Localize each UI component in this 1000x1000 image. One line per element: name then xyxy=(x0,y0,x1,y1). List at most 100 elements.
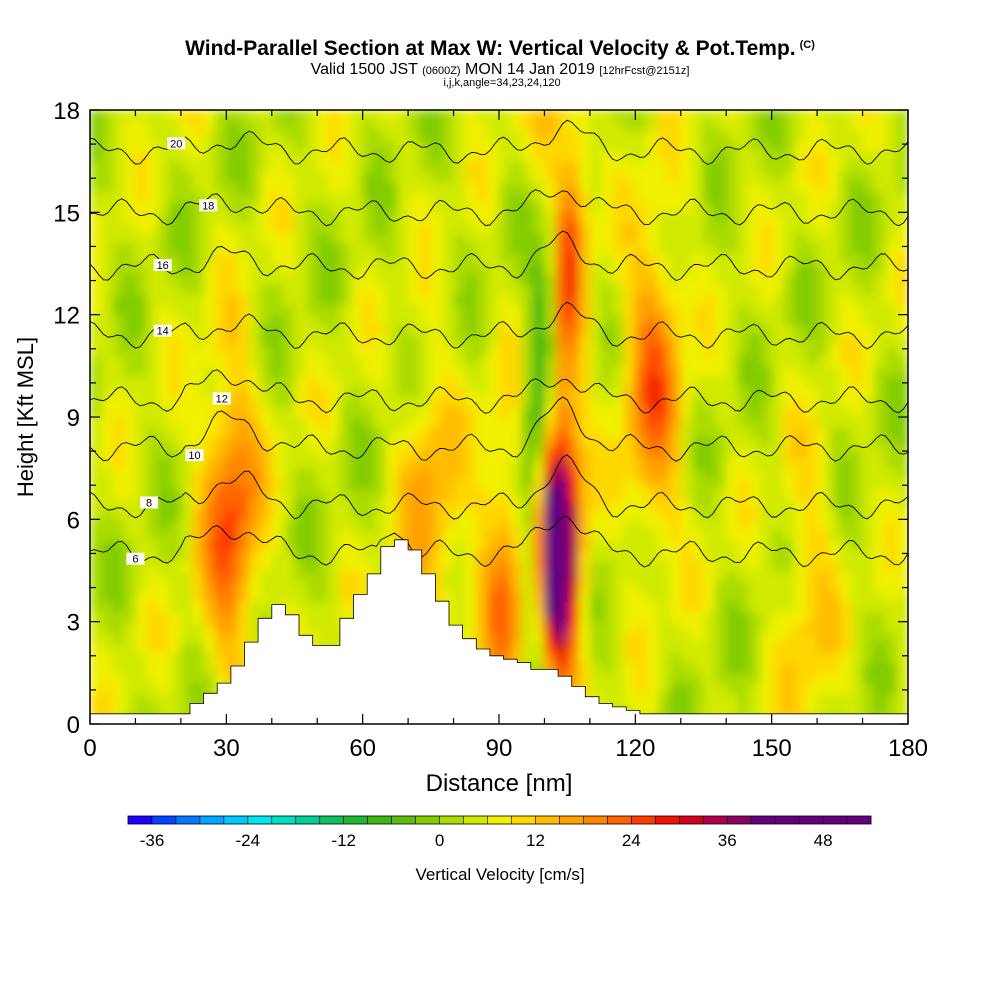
velocity-cell xyxy=(453,560,466,572)
velocity-cell xyxy=(124,672,137,684)
velocity-cell xyxy=(851,130,864,142)
colorbar-bin xyxy=(391,816,416,824)
velocity-cell xyxy=(351,488,364,500)
velocity-cell xyxy=(328,110,341,121)
velocity-cell xyxy=(544,130,557,142)
velocity-cell xyxy=(533,478,546,490)
velocity-cell xyxy=(510,345,523,357)
velocity-cell xyxy=(658,150,671,162)
velocity-cell xyxy=(464,529,477,541)
velocity-cell xyxy=(885,355,898,367)
velocity-cell xyxy=(737,355,750,367)
velocity-cell xyxy=(805,273,818,285)
colorbar-frame xyxy=(127,815,872,825)
velocity-cell xyxy=(260,345,273,357)
velocity-cell xyxy=(385,284,398,295)
velocity-cell xyxy=(169,703,182,715)
velocity-cell xyxy=(601,376,614,387)
velocity-cell xyxy=(305,591,318,602)
velocity-cell xyxy=(339,150,352,162)
velocity-cell xyxy=(271,529,284,541)
velocity-cell xyxy=(374,560,386,572)
velocity-cell xyxy=(430,253,443,265)
velocity-cell xyxy=(544,304,557,316)
velocity-cell xyxy=(533,345,546,357)
velocity-cell xyxy=(771,130,784,142)
velocity-cell xyxy=(635,314,648,326)
velocity-cell xyxy=(828,519,841,531)
velocity-cell xyxy=(612,181,625,193)
velocity-cell xyxy=(839,263,852,275)
velocity-cell xyxy=(260,580,273,592)
velocity-cell xyxy=(851,191,864,203)
velocity-cell xyxy=(487,642,500,653)
velocity-cell xyxy=(396,457,409,469)
velocity-cell xyxy=(760,447,773,459)
velocity-cell xyxy=(737,171,750,183)
velocity-cell xyxy=(305,120,318,131)
velocity-cell xyxy=(237,243,250,254)
velocity-cell xyxy=(658,294,671,305)
velocity-cell xyxy=(544,529,557,541)
velocity-cell xyxy=(146,488,159,500)
velocity-cell xyxy=(124,314,137,326)
velocity-cell xyxy=(896,253,908,265)
velocity-cell xyxy=(215,232,227,244)
velocity-cell xyxy=(680,140,693,152)
velocity-cell xyxy=(499,161,511,172)
velocity-cell xyxy=(624,273,636,285)
velocity-cell xyxy=(430,488,443,500)
velocity-cell xyxy=(658,314,671,326)
velocity-cell xyxy=(158,181,171,193)
velocity-cell xyxy=(101,621,114,633)
y-tick-label: 0 xyxy=(67,712,80,739)
velocity-cell xyxy=(476,406,489,418)
velocity-cell xyxy=(635,457,648,469)
velocity-cell xyxy=(487,457,500,469)
velocity-cell xyxy=(873,396,886,408)
velocity-cell xyxy=(476,621,489,633)
velocity-cell xyxy=(510,191,523,203)
velocity-cell xyxy=(862,570,875,582)
velocity-cell xyxy=(533,580,546,592)
velocity-cell xyxy=(726,263,739,275)
contour-label-bg xyxy=(212,392,231,405)
velocity-cell xyxy=(737,417,750,428)
velocity-cell xyxy=(215,672,227,684)
velocity-cell xyxy=(90,580,102,592)
velocity-cell xyxy=(408,181,421,193)
velocity-cell xyxy=(817,365,830,377)
velocity-cell xyxy=(658,631,671,643)
velocity-cell xyxy=(510,365,523,377)
velocity-cell xyxy=(226,570,239,582)
velocity-cell xyxy=(692,529,705,541)
velocity-cell xyxy=(271,335,284,346)
velocity-cell xyxy=(817,560,830,572)
velocity-cell xyxy=(305,130,318,142)
velocity-cell xyxy=(476,171,489,183)
velocity-cell xyxy=(226,509,239,520)
velocity-cell xyxy=(135,202,148,213)
velocity-cell xyxy=(646,263,659,275)
velocity-cell xyxy=(555,130,568,142)
velocity-cell xyxy=(476,417,489,428)
velocity-cell xyxy=(839,498,852,510)
velocity-cell xyxy=(805,570,818,582)
colorbar-bin xyxy=(415,816,440,824)
velocity-cell xyxy=(203,130,216,142)
velocity-cell xyxy=(635,222,648,234)
velocity-cell xyxy=(180,621,193,633)
velocity-cell xyxy=(283,243,296,254)
velocity-cell xyxy=(578,591,591,602)
velocity-cell xyxy=(351,202,364,213)
velocity-cell xyxy=(555,457,568,469)
velocity-cell xyxy=(237,161,250,172)
velocity-cell xyxy=(294,509,307,520)
velocity-cell xyxy=(339,386,352,398)
velocity-cell xyxy=(624,529,636,541)
velocity-cell xyxy=(646,222,659,234)
velocity-cell xyxy=(896,539,908,551)
velocity-cell xyxy=(408,427,421,438)
colorbar-bin xyxy=(847,816,872,824)
velocity-cell xyxy=(873,570,886,582)
